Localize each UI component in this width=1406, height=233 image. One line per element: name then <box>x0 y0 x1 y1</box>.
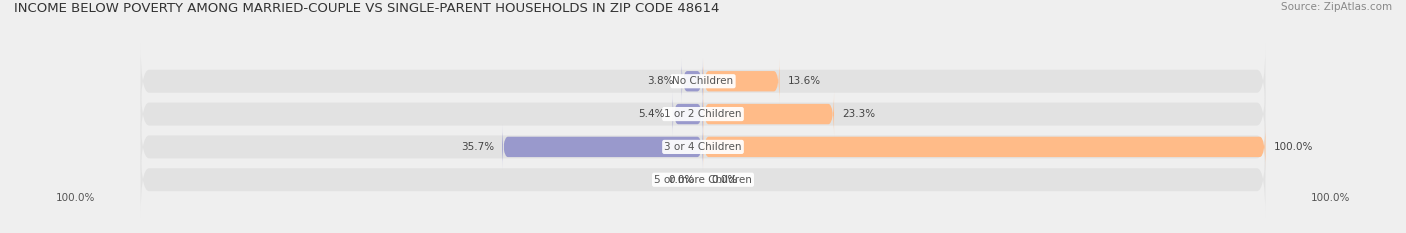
Text: INCOME BELOW POVERTY AMONG MARRIED-COUPLE VS SINGLE-PARENT HOUSEHOLDS IN ZIP COD: INCOME BELOW POVERTY AMONG MARRIED-COUPL… <box>14 2 720 15</box>
FancyBboxPatch shape <box>502 124 703 170</box>
Text: 0.0%: 0.0% <box>668 175 695 185</box>
Text: 100.0%: 100.0% <box>1310 193 1350 203</box>
FancyBboxPatch shape <box>682 58 703 104</box>
FancyBboxPatch shape <box>141 142 1265 217</box>
FancyBboxPatch shape <box>141 44 1265 119</box>
Text: 100.0%: 100.0% <box>56 193 96 203</box>
Text: No Children: No Children <box>672 76 734 86</box>
Text: 13.6%: 13.6% <box>787 76 821 86</box>
Text: 3.8%: 3.8% <box>647 76 673 86</box>
Text: 1 or 2 Children: 1 or 2 Children <box>664 109 742 119</box>
FancyBboxPatch shape <box>703 58 779 104</box>
Text: 0.0%: 0.0% <box>711 175 738 185</box>
Text: 100.0%: 100.0% <box>1274 142 1313 152</box>
Text: 5 or more Children: 5 or more Children <box>654 175 752 185</box>
Text: 3 or 4 Children: 3 or 4 Children <box>664 142 742 152</box>
FancyBboxPatch shape <box>672 91 703 137</box>
Text: 5.4%: 5.4% <box>638 109 664 119</box>
Text: 35.7%: 35.7% <box>461 142 494 152</box>
Text: Source: ZipAtlas.com: Source: ZipAtlas.com <box>1281 2 1392 12</box>
FancyBboxPatch shape <box>703 91 834 137</box>
FancyBboxPatch shape <box>141 76 1265 152</box>
FancyBboxPatch shape <box>703 124 1265 170</box>
Text: 23.3%: 23.3% <box>842 109 876 119</box>
FancyBboxPatch shape <box>141 109 1265 185</box>
